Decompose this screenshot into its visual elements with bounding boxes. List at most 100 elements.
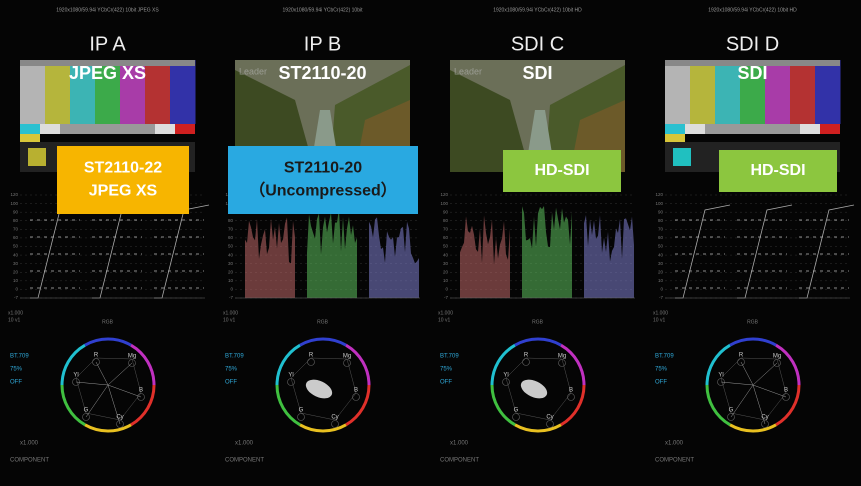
vectorscope-gain: x1.000 <box>450 441 469 447</box>
bars-ramp <box>705 124 800 134</box>
vectorscope-trace <box>720 361 787 425</box>
waveform-scale-label: -7 <box>229 295 233 300</box>
protocol-badge-label: HD-SDI <box>750 162 805 179</box>
waveform-scale-label: 60 <box>658 235 664 240</box>
waveform-parade <box>245 217 295 298</box>
waveform-scale-label: 20 <box>443 269 449 274</box>
waveform-parade <box>522 206 572 298</box>
vectorscope-gain: x1.000 <box>235 441 254 447</box>
waveform-scale-label: 20 <box>228 269 234 274</box>
vectorscope-target <box>128 359 136 367</box>
waveform-scale-label: 70 <box>443 227 449 232</box>
vectorscope-target <box>352 393 360 401</box>
waveform-mode: RGB <box>102 319 114 325</box>
vectorscope-target <box>92 358 100 366</box>
bars-cyan <box>20 124 40 134</box>
vectorscope-level: 75% <box>10 367 23 373</box>
color-bar <box>690 60 716 124</box>
vectorscope-target-label: Cy <box>546 415 553 421</box>
vectorscope-target <box>773 359 781 367</box>
vectorscope-target <box>727 413 735 421</box>
waveform-gain: x1.000 <box>438 310 453 316</box>
vectorscope-format: COMPONENT <box>440 458 479 464</box>
waveform-scale-label: 120 <box>10 192 18 197</box>
vectorscope-target-label: G <box>514 408 519 414</box>
vectorscope-target-label: B <box>139 388 143 394</box>
protocol-badge-label: （Uncompressed） <box>249 182 397 200</box>
waveform-scale-label: -7 <box>444 295 448 300</box>
bars-gray-top <box>665 60 840 66</box>
vectorscope-ring <box>299 337 347 347</box>
vectorscope-target-label: R <box>309 353 314 359</box>
vectorscope-target <box>717 378 725 386</box>
vectorscope-ring <box>490 384 516 427</box>
waveform-scale-label: 30 <box>443 261 449 266</box>
vectorscope-target <box>307 358 315 366</box>
waveform-scale-label: 50 <box>13 244 19 249</box>
vectorscope-standard: BT.709 <box>440 354 459 360</box>
color-bar <box>120 60 146 124</box>
bars-yellow <box>20 134 40 142</box>
waveform-gain: x1.000 <box>8 310 23 316</box>
waveform-scale-label: 50 <box>443 244 449 249</box>
color-bar <box>45 60 71 124</box>
waveform-scale-label: 0 <box>15 287 18 292</box>
protocol-badge-label: HD-SDI <box>534 162 589 179</box>
vectorscope-mode: OFF <box>225 380 237 386</box>
color-bar <box>790 60 816 124</box>
waveform-scale-label: 90 <box>443 209 449 214</box>
vectorscope-target <box>343 359 351 367</box>
bars-red <box>820 124 840 134</box>
color-bar <box>95 60 121 124</box>
vectorscope-ring <box>130 343 156 386</box>
picture-overlay: SDI <box>737 63 767 83</box>
color-bar <box>740 60 766 124</box>
waveform-scale-label: 10 <box>443 278 449 283</box>
input-format: 1920x1080/59.94i YCbCr(422) 10bit <box>283 7 364 13</box>
vectorscope-target-label: B <box>784 388 788 394</box>
protocol-badge <box>228 146 418 214</box>
color-bar <box>20 60 46 124</box>
scene-hill-left <box>450 70 530 172</box>
vectorscope-target-label: R <box>94 353 99 359</box>
waveform-scale-label: 120 <box>655 192 663 197</box>
waveform-scale-label: 100 <box>440 201 448 206</box>
input-title: IP B <box>304 33 341 55</box>
vectorscope-target-label: G <box>729 408 734 414</box>
vectorscope-target <box>737 358 745 366</box>
watermark: Leader <box>454 66 482 76</box>
waveform-scale-label: 120 <box>440 192 448 197</box>
waveform-scale-label: 80 <box>228 218 234 223</box>
vectorscope-target-label: B <box>569 388 573 394</box>
vectorscope-target <box>137 393 145 401</box>
vectorscope-target <box>782 393 790 401</box>
waveform-scale-label: 40 <box>228 252 234 257</box>
waveform-scale-label: 90 <box>13 209 19 214</box>
input-title: SDI D <box>726 33 779 55</box>
vectorscope-target <box>82 413 90 421</box>
waveform-line: 10 v1 <box>438 317 450 323</box>
bars-swatch <box>28 148 46 166</box>
waveform-line: 10 v1 <box>223 317 235 323</box>
vectorscope-format: COMPONENT <box>10 458 49 464</box>
vectorscope-target-label: G <box>84 408 89 414</box>
waveform-scale-label: 80 <box>13 218 19 223</box>
vectorscope-hexagon <box>290 357 357 421</box>
vectorscope-ring <box>84 423 132 433</box>
vectorscope-format: COMPONENT <box>225 458 264 464</box>
vectorscope-target-label: Cy <box>331 415 338 421</box>
vectorscope-format: COMPONENT <box>655 458 694 464</box>
vectorscope-ring <box>514 423 562 433</box>
waveform-scale-label: 40 <box>658 252 664 257</box>
bars-gray-top <box>20 60 195 66</box>
vectorscope-hexagon <box>75 357 142 421</box>
waveform-scale-label: 20 <box>658 269 664 274</box>
vectorscope-hexagon <box>720 357 787 421</box>
bars-swatch <box>673 148 691 166</box>
vectorscope-ring <box>490 343 516 386</box>
waveform-scale-label: 10 <box>228 278 234 283</box>
waveform-scale-label: 50 <box>228 244 234 249</box>
waveform-scale-label: 100 <box>655 201 663 206</box>
waveform-scale-label: 60 <box>13 235 19 240</box>
